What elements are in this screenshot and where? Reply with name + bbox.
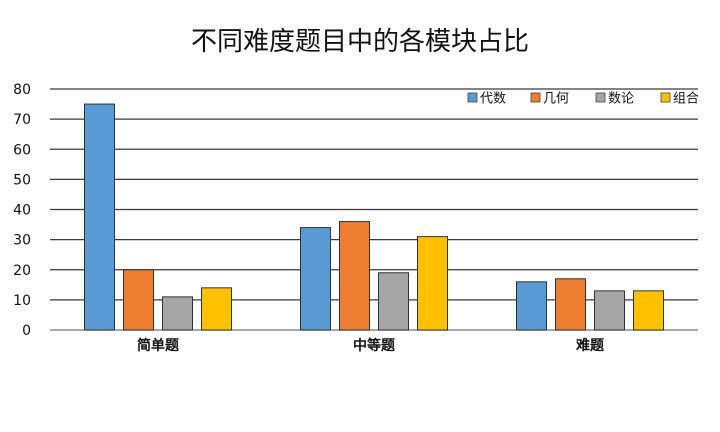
legend-label: 组合: [673, 92, 699, 107]
y-tick-label: 40: [13, 203, 31, 219]
chart-title: 不同难度题目中的各模块占比: [191, 27, 529, 57]
y-tick-label: 70: [13, 112, 31, 128]
x-category-label: 中等题: [353, 337, 396, 354]
bar-组合-中等题: [417, 236, 448, 331]
y-tick-label: 80: [13, 82, 31, 98]
bar-代数-中等题: [300, 227, 331, 331]
x-category-label: 简单题: [137, 337, 180, 354]
legend-label: 代数: [480, 92, 506, 107]
legend-swatch: [467, 92, 478, 103]
bar-几何-中等题: [339, 221, 370, 331]
y-tick-label: 50: [13, 172, 31, 188]
y-tick-label: 20: [13, 263, 31, 279]
legend-label: 几何: [543, 91, 569, 107]
bars: [84, 103, 664, 331]
y-tick-label: 10: [13, 293, 31, 309]
x-category-label: 难题: [575, 337, 605, 354]
x-axis: 简单题 中等题 难题: [137, 337, 605, 354]
bar-代数-难题: [516, 281, 547, 331]
bar-几何-简单题: [123, 269, 154, 331]
bar-数论-难题: [594, 290, 625, 331]
legend: 代数 几何 数论 组合: [467, 91, 699, 107]
bar-数论-中等题: [378, 272, 409, 331]
legend-swatch: [660, 92, 671, 103]
y-tick-label: 30: [13, 233, 31, 249]
bar-组合-难题: [633, 290, 664, 331]
gridlines: [50, 88, 698, 331]
bar-数论-简单题: [162, 296, 193, 331]
legend-label: 数论: [608, 92, 634, 107]
bar-几何-难题: [555, 278, 586, 331]
legend-swatch: [595, 92, 606, 103]
y-tick-label: 0: [22, 323, 31, 339]
y-axis: 0 10 20 30 40 50 60 70 80: [13, 82, 31, 339]
legend-swatch: [530, 92, 541, 103]
y-tick-label: 60: [13, 142, 31, 158]
bar-代数-简单题: [84, 103, 115, 331]
bar-组合-简单题: [201, 287, 232, 331]
